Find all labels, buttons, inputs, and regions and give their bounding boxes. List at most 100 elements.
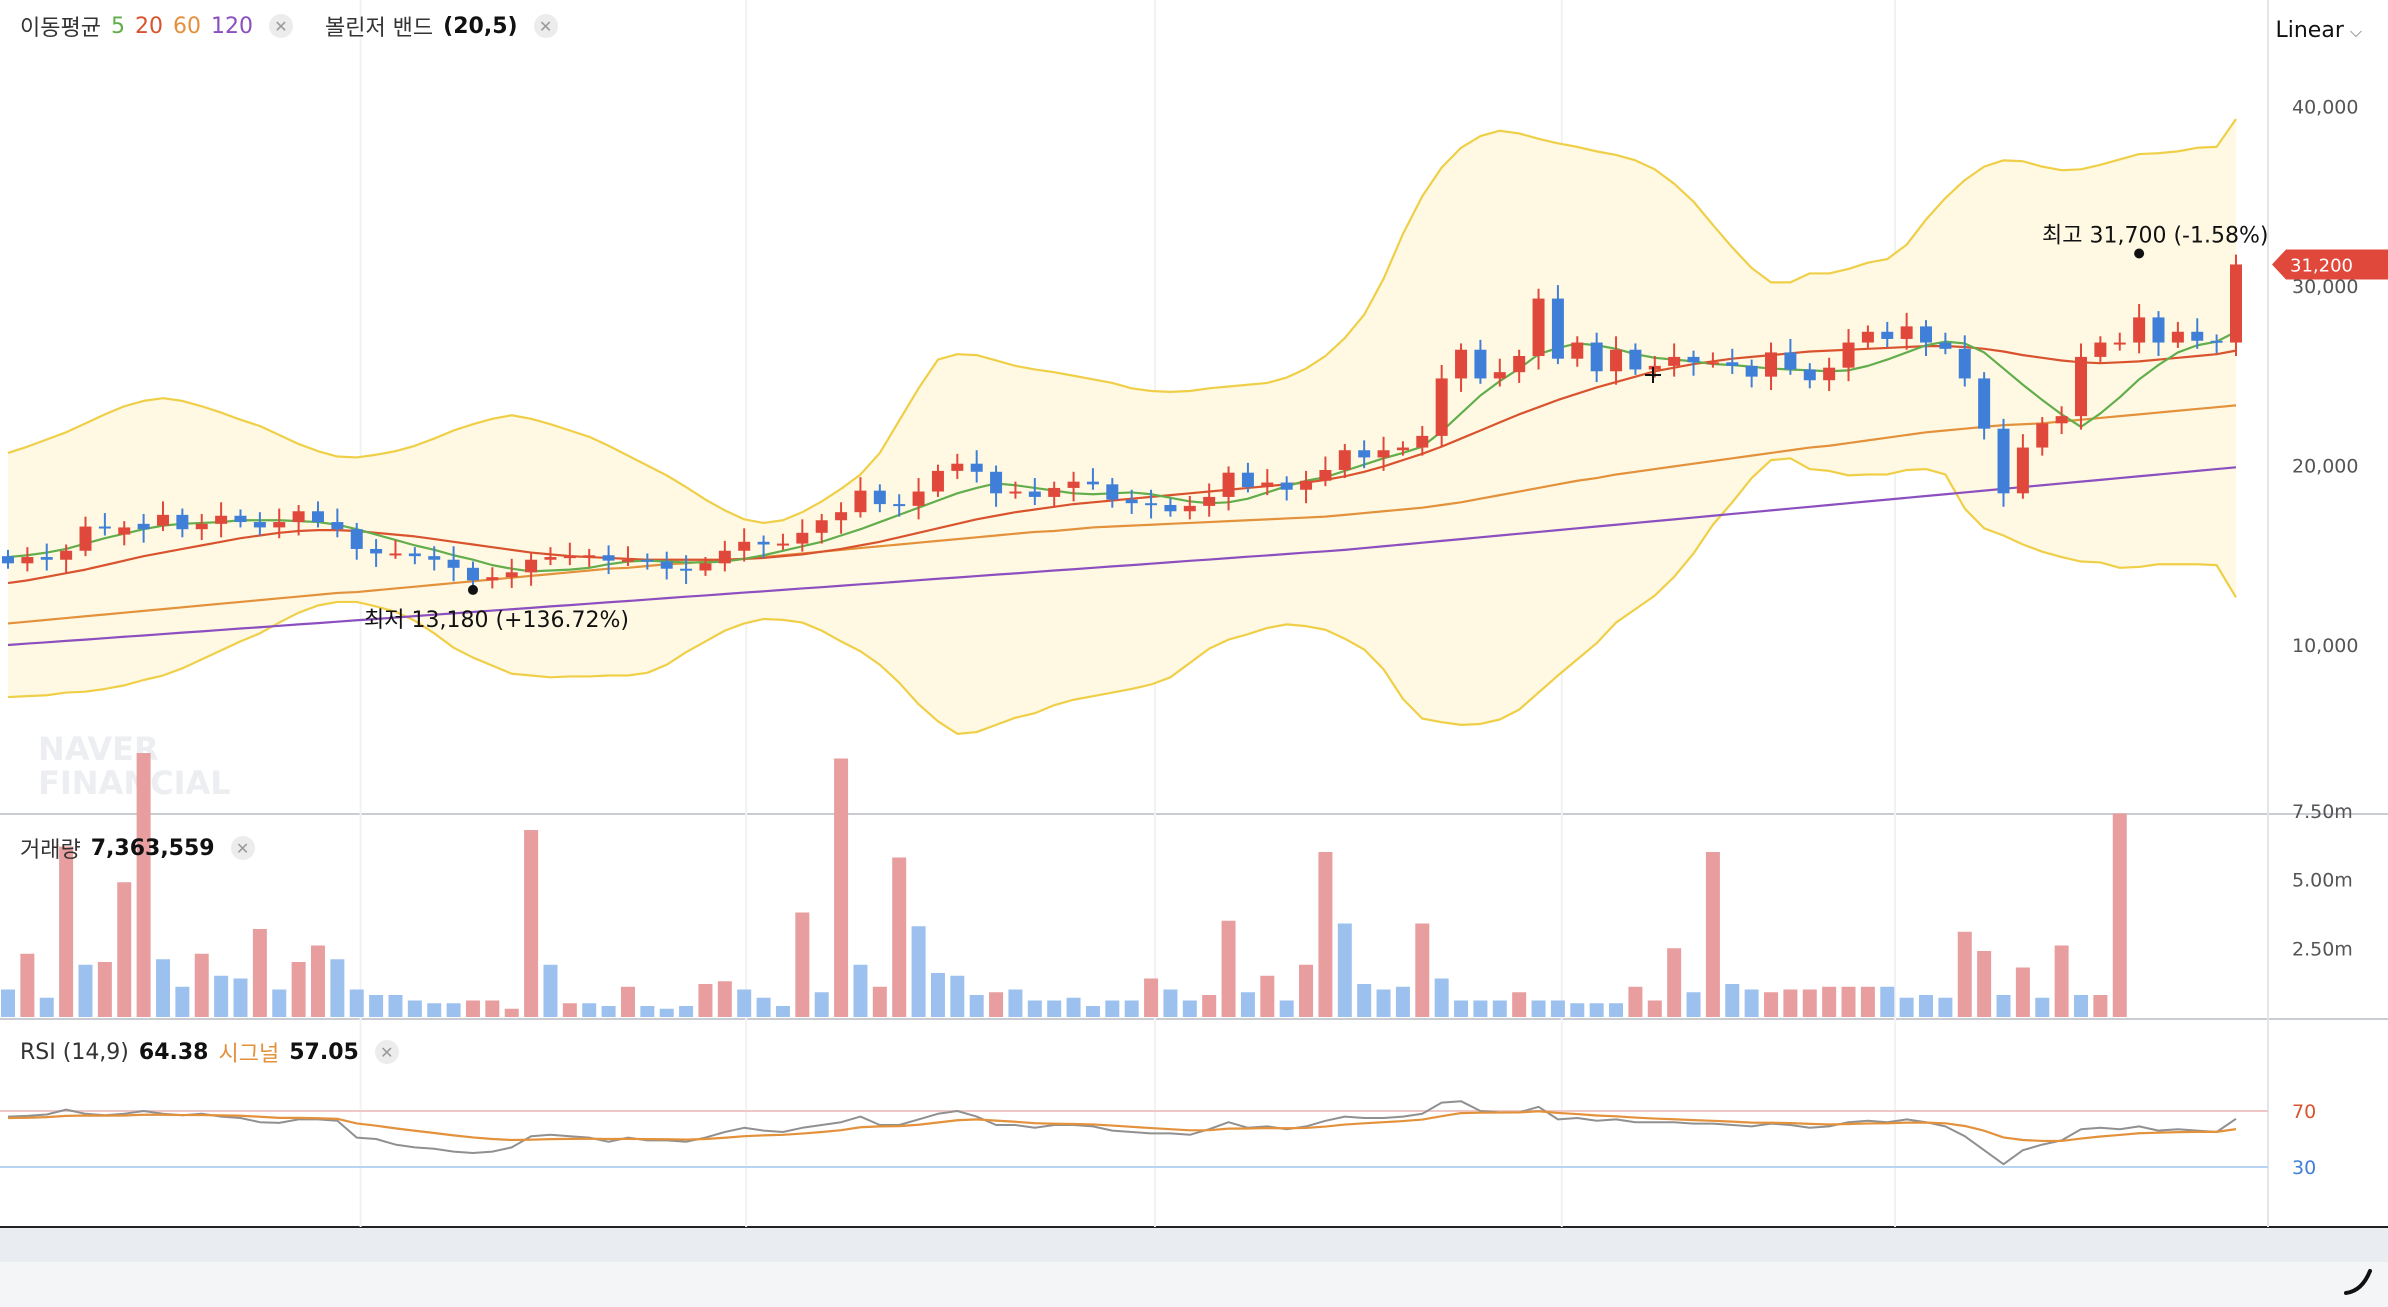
watermark-text: FINANCIAL [38,764,231,802]
candle-body [1765,352,1778,377]
candle-body [1648,365,1661,370]
volume-bar [1802,989,1817,1017]
candle-body [1610,349,1623,372]
candle-body [1300,480,1313,490]
candle-body [1048,487,1061,497]
volume-legend-title: 거래량 [20,838,81,863]
volume-bar [330,959,345,1017]
volume-bar [1725,984,1740,1017]
candle-body [1784,352,1797,370]
price-tick-label: 40,000 [2292,97,2358,119]
volume-bar [1376,989,1391,1017]
candle-body [583,555,596,558]
candle-body [1726,362,1739,366]
candle-body [1842,342,1855,368]
volume-bar [1609,1003,1624,1017]
candle-body [195,523,208,530]
volume-bar [465,1000,480,1017]
volume-remove-button[interactable]: ✕ [230,836,255,860]
candle-body [990,471,1003,494]
volume-bar [1337,923,1352,1017]
volume-bar [930,973,945,1017]
volume-bar [272,989,287,1017]
bollinger-band-fill [8,119,2236,734]
volume-bar [1027,1000,1042,1017]
volume-bar [1008,989,1023,1017]
volume-bar [562,1003,577,1017]
candle-body [1745,365,1758,377]
volume-bar [834,758,849,1017]
candle-body [563,556,576,559]
candle-body [1513,356,1526,373]
volume-bar [1841,986,1856,1017]
candle-body [2,556,14,564]
candle-body [1668,356,1681,366]
candle-body [1067,481,1080,488]
candle-body [1222,472,1235,497]
volume-bar [504,1008,519,1017]
volume-bar [775,1006,790,1017]
candle-body [1861,331,1874,343]
volume-bar [1996,995,2011,1017]
volume-bar [1047,1000,1062,1017]
bollinger-lower-line [7,457,2237,735]
volume-bar [310,945,325,1017]
volume-bar [97,962,112,1017]
resize-handle-icon[interactable] [2342,1265,2374,1297]
candle-body [118,527,131,535]
candle-body [602,555,615,561]
last-price-tag [2272,249,2388,280]
volume-bar [1492,1000,1507,1017]
volume-bar [698,984,713,1017]
candle-body [815,520,828,533]
ma-remove-button[interactable]: ✕ [268,14,293,38]
candle-body [970,463,983,472]
rsi-signal-label: 시그널 [218,1042,280,1067]
max-marker-dot [2134,248,2145,259]
candle-body [1086,481,1099,485]
volume-bar [640,1006,655,1017]
price-tick-label: 10,000 [2292,635,2358,657]
candle-body [1474,349,1487,379]
ma20-line [7,345,2237,585]
bb-remove-button[interactable]: ✕ [533,14,558,38]
rsi-line [7,1100,2237,1166]
candle-body [1823,367,1836,381]
volume-bar [582,1003,597,1017]
candle-body [2171,331,2184,343]
rsi-remove-button[interactable]: ✕ [374,1040,399,1064]
candle-body [1280,482,1293,490]
price-tick-label: 30,000 [2292,276,2358,298]
volume-bar [1124,1000,1139,1017]
rsi-signal-line [7,1110,2237,1143]
volume-bar [1066,997,1081,1017]
volume-bar [1395,986,1410,1017]
volume-bar [233,978,248,1017]
candle-body [60,550,73,560]
candle-body [1881,331,1894,339]
candle-body [951,463,964,471]
volume-bar [349,989,364,1017]
volume-bar [407,1000,422,1017]
volume-bar [1299,964,1314,1017]
volume-bar [1977,951,1992,1017]
candle-body [79,526,92,551]
bottom-bar [0,1262,2388,1307]
candle-body [1183,505,1196,512]
scale-mode-select[interactable]: Linear ⌵ [2275,18,2362,43]
candle-body [2094,342,2107,357]
volume-bar [524,830,539,1017]
candle-body [253,522,266,528]
volume-bar [446,1003,461,1017]
volume-bar [1899,997,1914,1017]
scale-mode-label: Linear [2275,18,2344,43]
candle-body [931,470,944,492]
candle-body [835,512,848,521]
candle-body [331,522,344,530]
candle-body [1435,378,1448,436]
volume-bar [1919,995,1934,1017]
ma5-line [7,330,2237,573]
volume-bar [659,1008,674,1017]
